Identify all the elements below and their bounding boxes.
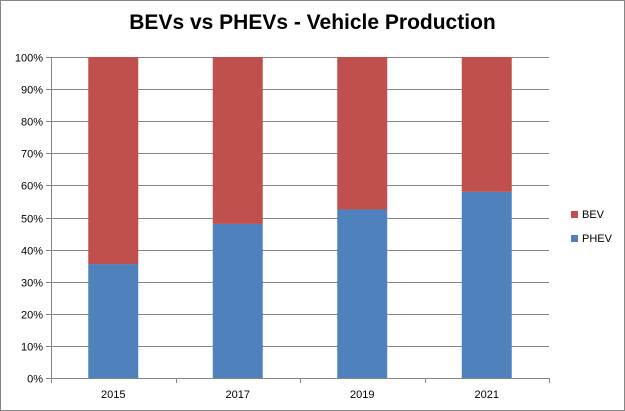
x-tick-label: 2021: [475, 389, 499, 401]
chart-title: BEVs vs PHEVs - Vehicle Production: [129, 11, 496, 34]
legend-label-bev: BEV: [582, 209, 605, 221]
bar-phev-2015: [88, 264, 139, 378]
x-tick-label: 2015: [101, 389, 125, 401]
x-tick-label: 2019: [350, 389, 374, 401]
y-tick-label: 80%: [21, 117, 43, 129]
y-tick-label: 90%: [21, 85, 43, 97]
y-tick-label: 0%: [27, 374, 43, 386]
y-tick-label: 70%: [21, 149, 43, 161]
y-tick-label: 60%: [21, 181, 43, 193]
y-tick-label: 50%: [21, 214, 43, 226]
y-tick-label: 30%: [21, 278, 43, 290]
bar-bev-2017: [212, 57, 263, 224]
y-tick-label: 40%: [21, 246, 43, 258]
legend-label-phev: PHEV: [582, 233, 613, 245]
bar-bev-2019: [337, 57, 388, 210]
bar-phev-2019: [337, 209, 388, 378]
y-tick-label: 20%: [21, 310, 43, 322]
bar-phev-2017: [212, 223, 263, 378]
x-tick-label: 2017: [226, 389, 250, 401]
y-tick-label: 100%: [15, 53, 43, 65]
bar-bev-2015: [88, 57, 139, 265]
bar-bev-2021: [461, 57, 512, 192]
y-tick-label: 10%: [21, 342, 43, 354]
legend-swatch-bev: [571, 211, 578, 218]
legend-swatch-phev: [571, 235, 578, 242]
bar-phev-2021: [461, 191, 512, 378]
